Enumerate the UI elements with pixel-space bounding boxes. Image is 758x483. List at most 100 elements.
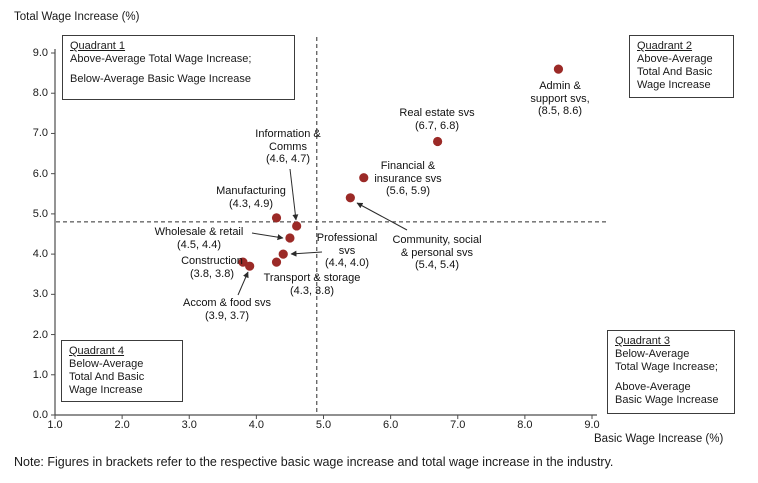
y-tick-label-5.0: 5.0 (32, 207, 48, 220)
label-financial-insurance: Financial & insurance svs (5.6, 5.9) (374, 160, 441, 198)
quadrant-4-title: Quadrant 4 (69, 345, 125, 357)
label-admin-support: Admin & support svs, (8.5, 8.6) (530, 80, 589, 118)
quadrant-3-title: Quadrant 3 (615, 335, 671, 347)
callout-arrow-information-comms (289, 168, 299, 221)
callout-arrow-professional (290, 250, 323, 257)
quadrant-1-title: Quadrant 1 (70, 40, 126, 52)
callout-arrow-community-social-personal (356, 202, 408, 231)
callout-arrow-accom-food (237, 271, 249, 296)
y-tick-label-0.0: 0.0 (32, 409, 48, 421)
quadrant-4-line-3: Wage Increase (69, 384, 143, 396)
note-text: Note: Figures in brackets refer to the r… (14, 455, 614, 469)
quadrant-2-line-3: Wage Increase (637, 79, 711, 91)
x-tick-label-8.0: 8.0 (517, 419, 533, 431)
label-professional-line-1: Professional (316, 232, 378, 244)
y-tick-label-4.0: 4.0 (32, 248, 48, 261)
y-tick-label-8.0: 8.0 (32, 87, 48, 100)
y-tick-label-6.0: 6.0 (32, 167, 48, 180)
x-tick-label-4.0: 4.0 (248, 419, 265, 431)
quadrant-2-title: Quadrant 2 (637, 40, 693, 52)
label-construction-line-1: Construction (181, 255, 243, 267)
quadrant-3-line-2: Total Wage Increase; (615, 361, 718, 373)
quadrant-2-line-1: Above-Average (637, 53, 713, 65)
quadrant-1-line-1: Above-Average Total Wage Increase; (70, 53, 252, 65)
label-admin-support-line-1: Admin & (539, 80, 581, 92)
x-tick-label-9.0: 9.0 (584, 419, 600, 431)
quadrant-4-line-1: Below-Average (69, 358, 144, 370)
label-manufacturing-line-1: Manufacturing (216, 185, 286, 197)
quadrant-3-line-5: Basic Wage Increase (615, 394, 719, 406)
quadrant-3-line-3 (615, 374, 727, 381)
data-point-community-social-personal (345, 193, 355, 203)
x-tick-label-1.0: 1.0 (47, 419, 63, 431)
x-tick-label-3.0: 3.0 (181, 419, 197, 431)
label-transport-storage: Transport & storage (4.3, 3.8) (264, 272, 361, 297)
y-tick-label-3.0: 3.0 (32, 288, 48, 301)
quadrant-2-line-2: Total And Basic (637, 66, 713, 78)
label-professional-line-2: svs (338, 244, 356, 257)
quadrant-1-line-2 (70, 66, 287, 73)
label-information-comms-line-2: Comms (269, 140, 307, 153)
label-construction-coords: (3.8, 3.8) (189, 267, 235, 280)
label-financial-insurance-coords: (5.6, 5.9) (385, 185, 431, 198)
data-point-financial-insurance (359, 173, 369, 183)
data-point-real-estate (433, 136, 443, 147)
label-community-social-personal-coords: (5.4, 5.4) (414, 259, 460, 272)
quadrant-1-line-3: Below-Average Basic Wage Increase (70, 73, 251, 85)
data-point-manufacturing (271, 213, 282, 223)
quadrant-4-line-2: Total And Basic (69, 371, 145, 383)
label-admin-support-line-2: support svs, (530, 92, 590, 105)
data-point-professional (278, 249, 288, 259)
callout-arrow-wholesale-retail (251, 232, 284, 241)
label-information-comms-coords: (4.6, 4.7) (265, 153, 311, 166)
label-manufacturing: Manufacturing (4.3, 4.9) (216, 185, 286, 210)
label-transport-storage-line-1: Transport & storage (263, 272, 361, 284)
y-tick-label-9.0: 9.0 (32, 47, 48, 59)
x-tick-label-5.0: 5.0 (315, 419, 332, 431)
label-real-estate-coords: (6.7, 6.8) (414, 119, 460, 132)
data-point-wholesale-retail (285, 233, 295, 243)
label-professional-coords: (4.4, 4.0) (324, 257, 370, 270)
label-community-social-personal: Community, social & personal svs (5.4, 5.4… (392, 234, 481, 272)
label-financial-insurance-line-2: insurance svs (374, 172, 442, 185)
label-manufacturing-coords: (4.3, 4.9) (228, 197, 274, 210)
label-community-social-personal-line-2: & personal svs (400, 246, 474, 259)
label-information-comms-line-1: Information & (255, 128, 321, 140)
label-financial-insurance-line-1: Financial & (380, 160, 436, 172)
label-wholesale-retail-coords: (4.5, 4.4) (176, 238, 222, 251)
quadrant-4-box: Quadrant 4 Below-Average Total And Basic Wa… (61, 340, 183, 402)
label-construction: Construction (3.8, 3.8) (181, 255, 243, 280)
quadrant-3-box: Quadrant 3 Below-Average Total Wage Increa… (607, 330, 735, 414)
label-accom-food: Accom & food svs (3.9, 3.7) (183, 297, 271, 322)
label-accom-food-coords: (3.9, 3.7) (204, 309, 250, 322)
data-point-construction (238, 257, 248, 267)
x-tick-label-7.0: 7.0 (450, 419, 466, 431)
y-tick-label-7.0: 7.0 (32, 127, 48, 140)
label-wholesale-retail-line-1: Wholesale & retail (154, 226, 244, 238)
quadrant-3-line-4: Above-Average (615, 381, 691, 393)
y-axis-title: Total Wage Increase (%) (14, 11, 140, 23)
x-tick-label-2.0: 2.0 (114, 419, 130, 431)
label-admin-support-coords: (8.5, 8.6) (537, 105, 583, 118)
y-tick-label-1.0: 1.0 (32, 368, 48, 381)
y-tick-label-2.0: 2.0 (32, 328, 48, 341)
x-tick-label-6.0: 6.0 (382, 419, 399, 431)
x-axis-title: Basic Wage Increase (%) (594, 433, 724, 445)
quadrant-2-box: Quadrant 2 Above-Average Total And Basic Wa… (629, 35, 734, 98)
data-point-admin-support (553, 64, 564, 74)
label-transport-storage-coords: (4.3, 3.8) (289, 284, 335, 297)
label-accom-food-line-1: Accom & food svs (182, 297, 272, 309)
data-point-information-comms (292, 221, 302, 231)
label-community-social-personal-line-1: Community, social (392, 234, 482, 246)
label-information-comms: Information & Comms (4.6, 4.7) (255, 128, 320, 166)
label-real-estate-line-1: Real estate svs (399, 107, 475, 119)
quadrant-1-box: Quadrant 1 Above-Average Total Wage Incre… (62, 35, 295, 100)
label-professional: Professional svs (4.4, 4.0) (317, 232, 378, 270)
label-real-estate: Real estate svs (6.7, 6.8) (399, 107, 474, 132)
data-point-transport-storage (271, 257, 282, 267)
data-point-accom-food (245, 261, 255, 271)
quadrant-3-line-1: Below-Average (615, 348, 690, 360)
label-wholesale-retail: Wholesale & retail (4.5, 4.4) (155, 226, 244, 251)
